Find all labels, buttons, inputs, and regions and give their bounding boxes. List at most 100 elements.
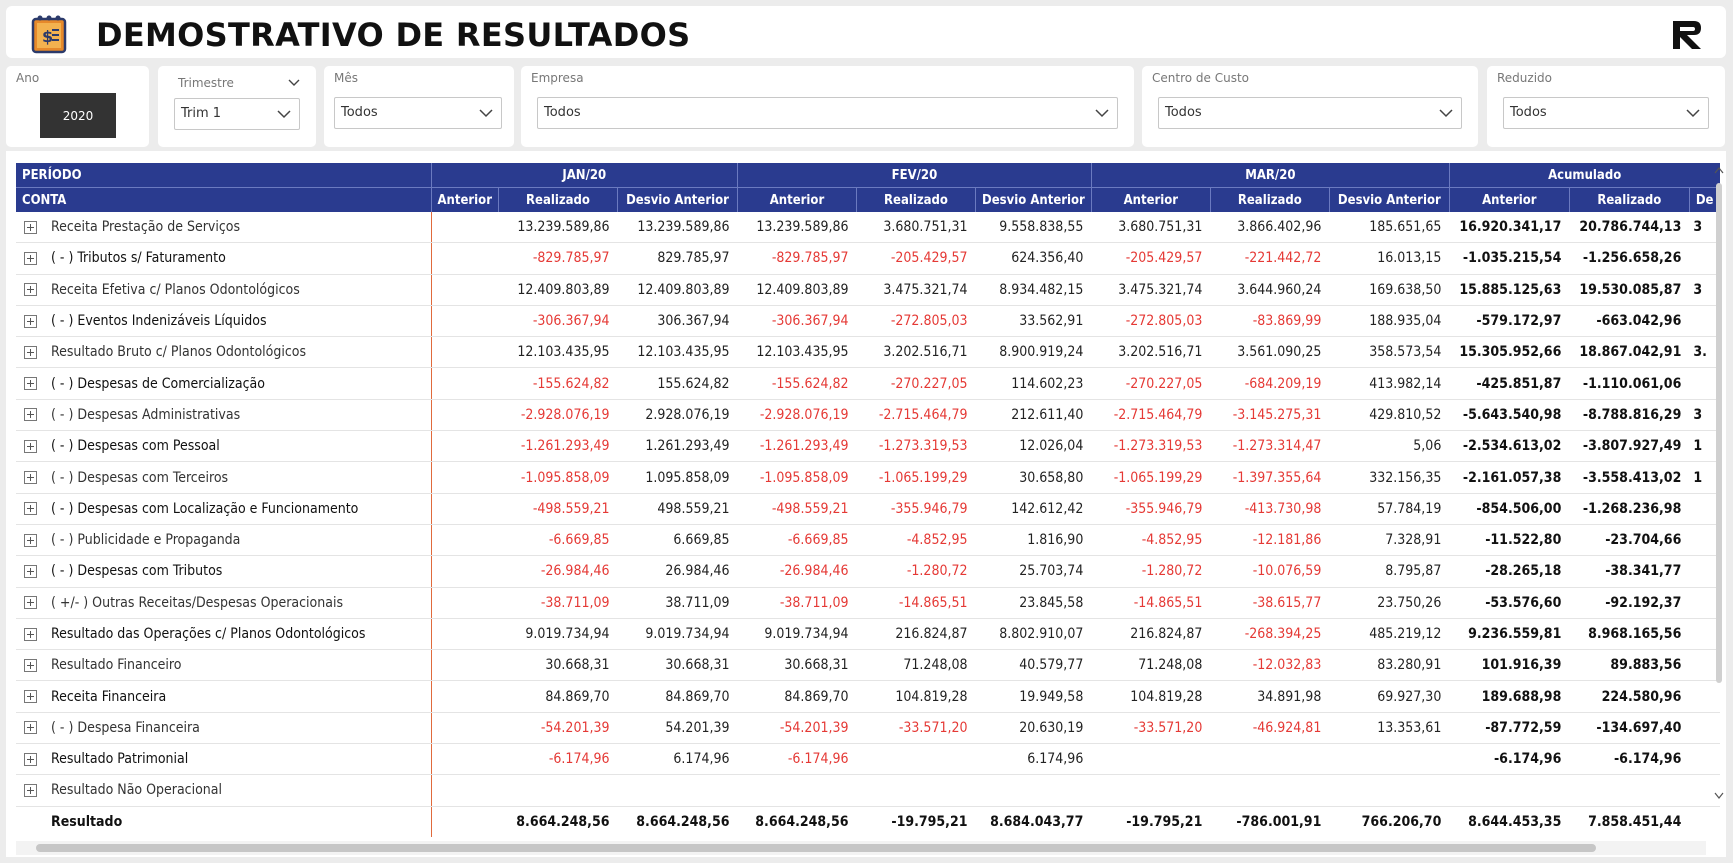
table-row[interactable]: Receita Prestação de Serviços 13.239.589,… (16, 212, 1720, 244)
table-row[interactable]: Resultado das Operações c/ Planos Odonto… (16, 618, 1720, 651)
col-desvio[interactable]: Desvio Anterior (1328, 187, 1450, 212)
col-realizado[interactable]: Realizado (1568, 187, 1690, 212)
table-row[interactable]: Receita Efetiva c/ Planos Odontológicos 1… (16, 274, 1720, 306)
row-label-cell: Receita Prestação de Serviços (16, 212, 432, 244)
value-cell (1689, 743, 1720, 776)
value-cell: -6.174,96 (1569, 743, 1690, 776)
header-conta[interactable]: CONTA (16, 187, 431, 212)
reduzido-dropdown[interactable]: Todos (1503, 97, 1709, 129)
col-realizado[interactable]: Realizado (856, 187, 976, 212)
col-anterior[interactable]: Anterior (737, 187, 857, 212)
expand-icon[interactable] (24, 752, 37, 766)
table-row[interactable]: ( - ) Despesas com Tributos -26.984,46 26.… (16, 555, 1720, 588)
table-row[interactable]: Resultado Bruto c/ Planos Odontológicos 1… (16, 336, 1720, 369)
expand-icon[interactable] (24, 690, 37, 704)
mes-dropdown[interactable]: Todos (334, 97, 502, 129)
value-cell: 20.630,19 (975, 712, 1092, 745)
table-row[interactable]: ( - ) Eventos Indenizáveis Líquidos -306.… (16, 305, 1720, 338)
table-row[interactable]: ( - ) Despesas com Terceiros -1.095.858,0… (16, 461, 1720, 494)
row-label: Resultado Bruto c/ Planos Odontológicos (51, 344, 307, 361)
total-row[interactable]: Resultado 8.664.248,56 8.664.248,56 8.664.2… (16, 806, 1720, 837)
row-label: Resultado Patrimonial (51, 751, 189, 768)
vertical-scrollbar[interactable] (1712, 163, 1726, 803)
value-cell: 332.156,35 (1329, 461, 1450, 494)
value-cell (737, 774, 857, 807)
value-cell: 12.103.435,95 (498, 336, 618, 369)
row-label-cell: ( - ) Despesas com Terceiros (16, 461, 432, 494)
col-anterior[interactable]: Anterior (1448, 187, 1570, 212)
row-label-cell: ( - ) Despesas com Tributos (16, 555, 432, 588)
value-cell: 6.669,85 (617, 524, 738, 557)
expand-icon[interactable] (24, 627, 37, 641)
table-row[interactable]: ( - ) Despesas com Pessoal -1.261.293,49 1… (16, 430, 1720, 463)
trimestre-dropdown[interactable]: Trim 1 (174, 98, 300, 130)
value-cell (1329, 743, 1450, 776)
header-group-jan[interactable]: JAN/20 (430, 163, 738, 188)
value-cell: -3.807.927,49 (1569, 430, 1690, 463)
expand-icon[interactable] (24, 596, 37, 610)
expand-icon[interactable] (24, 408, 37, 422)
value-cell: -270.227,05 (1091, 367, 1211, 400)
col-desvio[interactable]: Desvio Anterior (975, 187, 1092, 212)
horizontal-scrollbar-thumb[interactable] (36, 844, 1596, 852)
expand-icon[interactable] (24, 471, 37, 485)
header-group-fev[interactable]: FEV/20 (737, 163, 1092, 188)
expand-icon[interactable] (24, 377, 37, 391)
table-row[interactable]: Resultado Financeiro 30.668,31 30.668,31 30… (16, 649, 1720, 682)
col-anterior[interactable]: Anterior (1090, 187, 1211, 212)
expand-icon[interactable] (24, 533, 37, 547)
value-cell: -1.273.319,53 (856, 430, 976, 463)
value-cell: -38.711,09 (737, 587, 857, 619)
expand-icon[interactable] (24, 564, 37, 578)
horizontal-scrollbar[interactable] (16, 841, 1706, 855)
col-desvio[interactable]: Desvio Anterior (617, 187, 738, 212)
value-cell: 89.883,56 (1569, 649, 1690, 682)
year-button-2020[interactable]: 2020 (40, 93, 116, 138)
value-cell: 13.239.589,86 (617, 212, 738, 244)
row-label-cell: ( - ) Despesas Administrativas (16, 399, 432, 432)
table-row[interactable]: ( +/- ) Outras Receitas/Despesas Operaci… (16, 587, 1720, 619)
value-cell: 30.668,31 (498, 649, 618, 682)
value-cell (617, 774, 738, 807)
value-cell (1689, 712, 1720, 745)
value-cell (856, 743, 976, 776)
table-row[interactable]: ( - ) Publicidade e Propaganda -6.669,85 6… (16, 524, 1720, 557)
expand-icon[interactable] (24, 251, 37, 265)
value-cell: 498.559,21 (617, 493, 738, 525)
expand-icon[interactable] (24, 345, 37, 359)
expand-icon[interactable] (24, 721, 37, 735)
col-realizado[interactable]: Realizado (498, 187, 618, 212)
table-row[interactable]: ( - ) Tributos s/ Faturamento -829.785,97… (16, 242, 1720, 275)
value-cell: 57.784,19 (1329, 493, 1450, 525)
expand-icon[interactable] (24, 314, 37, 328)
col-realizado[interactable]: Realizado (1209, 187, 1330, 212)
expand-icon[interactable] (24, 783, 37, 797)
expand-icon[interactable] (24, 283, 37, 297)
value-cell: 104.819,28 (1091, 680, 1211, 713)
table-row[interactable]: ( - ) Despesas Administrativas -2.928.076… (16, 399, 1720, 432)
value-cell: -272.805,03 (856, 305, 976, 338)
expand-icon[interactable] (24, 220, 37, 234)
table-row[interactable]: Resultado Patrimonial -6.174,96 6.174,96 -6… (16, 743, 1720, 776)
chevron-down-icon[interactable] (288, 76, 300, 88)
row-label: ( - ) Publicidade e Propaganda (51, 532, 241, 549)
value-cell: 15.305.952,66 (1449, 336, 1570, 369)
centro-custo-dropdown[interactable]: Todos (1158, 97, 1462, 129)
expand-icon[interactable] (24, 658, 37, 672)
header-group-mar[interactable]: MAR/20 (1090, 163, 1450, 188)
empresa-dropdown[interactable]: Todos (537, 97, 1118, 129)
value-cell: -33.571,20 (856, 712, 976, 745)
table-row[interactable]: ( - ) Despesa Financeira -54.201,39 54.201… (16, 712, 1720, 745)
header-group-acumulado[interactable]: Acumulado (1448, 163, 1720, 188)
value-cell (1689, 774, 1720, 807)
table-row[interactable]: Resultado Não Operacional (16, 774, 1720, 807)
value-cell: -83.869,99 (1210, 305, 1330, 338)
table-row[interactable]: ( - ) Despesas de Comercialização -155.62… (16, 367, 1720, 400)
expand-icon[interactable] (24, 502, 37, 516)
slicer-ano: Ano 2020 (6, 66, 149, 147)
table-row[interactable]: ( - ) Despesas com Localização e Funcion… (16, 493, 1720, 525)
col-desvio[interactable]: De (1688, 187, 1720, 212)
col-anterior[interactable]: Anterior (430, 187, 499, 212)
expand-icon[interactable] (24, 439, 37, 453)
table-row[interactable]: Receita Financeira 84.869,70 84.869,70 84.8… (16, 680, 1720, 713)
